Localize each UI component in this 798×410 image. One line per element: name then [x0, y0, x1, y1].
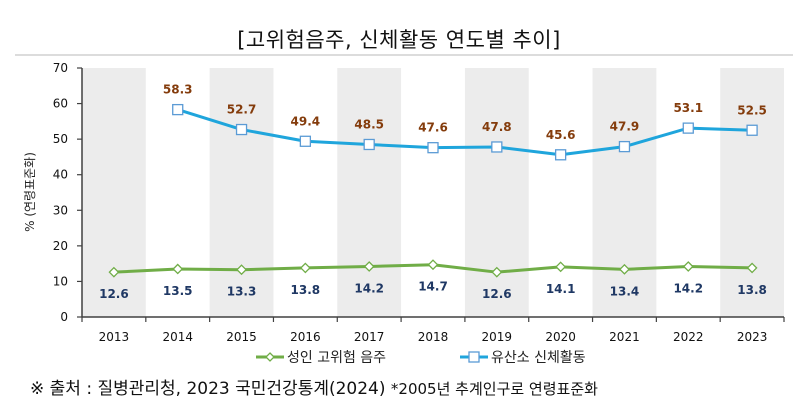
x-tick-label: 2016 [290, 330, 321, 344]
x-tick-label: 2019 [482, 330, 513, 344]
legend-item: 성인 고위험 음주 [256, 350, 386, 366]
data-label: 13.8 [291, 283, 321, 297]
title-divider [15, 54, 793, 56]
data-label: 13.8 [737, 283, 767, 297]
background-band [82, 68, 146, 317]
data-label: 12.6 [99, 287, 129, 301]
y-tick-label: 40 [53, 168, 68, 182]
data-label: 48.5 [354, 117, 384, 131]
data-label: 14.2 [354, 281, 384, 295]
legend-item: 유산소 신체활동 [460, 350, 586, 366]
x-tick-label: 2014 [162, 330, 193, 344]
data-point-square [554, 149, 567, 161]
x-tick-label: 2015 [226, 330, 257, 344]
data-label: 13.4 [610, 284, 640, 298]
data-label: 58.3 [163, 83, 193, 97]
chart-title: [고위험음주, 신체활동 연도별 추이] [237, 28, 561, 52]
data-label: 53.1 [673, 101, 703, 115]
data-point-diamond [427, 259, 439, 271]
data-point-square [682, 122, 694, 134]
y-tick-label: 30 [53, 203, 68, 217]
data-point-diamond [299, 262, 311, 274]
data-label: 13.5 [163, 284, 193, 298]
data-label: 49.4 [291, 114, 321, 128]
series-markers [108, 103, 758, 278]
legend-label: 유산소 신체활동 [491, 350, 586, 366]
x-tick-label: 2018 [418, 330, 449, 344]
x-tick-label: 2021 [609, 330, 640, 344]
data-point-diamond [236, 264, 247, 276]
data-label: 52.7 [227, 103, 257, 117]
data-point-square [491, 141, 503, 153]
y-tick-label: 50 [53, 132, 68, 146]
line-chart: 0 10 20 30 40 50 60 70 2013 2014 2015 2016 2017 2018… [23, 61, 785, 366]
background-band [464, 68, 529, 317]
y-tick-labels: 0 10 20 30 40 50 60 70 [53, 61, 68, 324]
background-band [592, 68, 657, 317]
data-point-diamond [108, 266, 120, 278]
data-point-square [172, 103, 184, 116]
y-tick-label: 20 [53, 239, 68, 253]
legend: 성인 고위험 음주 유산소 신체활동 [256, 350, 586, 366]
data-point-diamond [555, 261, 567, 273]
background-band [209, 68, 274, 317]
x-tick-labels: 2013 2014 2015 2016 2017 2018 2019 2020 2021 2022… [99, 330, 768, 344]
data-point-square [235, 123, 248, 136]
data-point-square [427, 142, 439, 154]
legend-diamond-icon [265, 352, 275, 362]
y-tick-label: 60 [53, 97, 68, 111]
data-point-diamond [172, 263, 184, 275]
source-citation: ※ 출처 : 질병관리청, 2023 국민건강통계(2024) [30, 379, 386, 399]
data-label: 45.6 [546, 128, 576, 142]
legend-square-icon [468, 351, 480, 363]
data-point-square [299, 135, 312, 147]
axes [77, 67, 785, 322]
background-band [720, 68, 784, 317]
data-label: 13.3 [227, 285, 257, 299]
series-line [177, 108, 753, 157]
background-band [337, 68, 402, 317]
data-label: 47.9 [610, 120, 640, 134]
y-tick-label: 10 [53, 274, 68, 288]
data-label: 14.2 [673, 281, 703, 295]
data-point-diamond [619, 263, 630, 275]
standardization-note: *2005년 추계인구로 연령표준화 [390, 380, 598, 398]
data-point-diamond [363, 261, 375, 272]
data-labels: 12.6 13.5 13.3 13.8 14.2 14.7 12.6 14.1 13.4 14.2… [99, 83, 767, 302]
x-tick-label: 2022 [673, 330, 704, 344]
data-label: 52.5 [737, 103, 767, 117]
data-point-square [746, 124, 758, 136]
data-point-diamond [491, 266, 503, 278]
data-label: 47.6 [418, 121, 448, 135]
data-point-square [618, 140, 631, 153]
x-tick-label: 2020 [545, 330, 576, 344]
data-point-diamond [682, 261, 694, 272]
data-label: 14.7 [418, 280, 448, 294]
legend-label: 성인 고위험 음주 [287, 350, 386, 366]
x-tick-label: 2023 [737, 330, 768, 344]
source-note: ※ 출처 : 질병관리청, 2023 국민건강통계(2024) *2005년 추… [30, 374, 598, 399]
y-tick-label: 70 [53, 61, 68, 75]
y-axis-label: % (연령표준화) [23, 152, 37, 232]
data-label: 47.8 [482, 120, 512, 134]
data-point-square [363, 138, 375, 151]
data-label: 14.1 [546, 282, 576, 296]
data-label: 12.6 [482, 287, 512, 301]
y-tick-label: 0 [60, 310, 68, 324]
x-tick-label: 2013 [99, 330, 130, 344]
data-point-diamond [746, 262, 758, 274]
x-tick-label: 2017 [354, 330, 385, 344]
